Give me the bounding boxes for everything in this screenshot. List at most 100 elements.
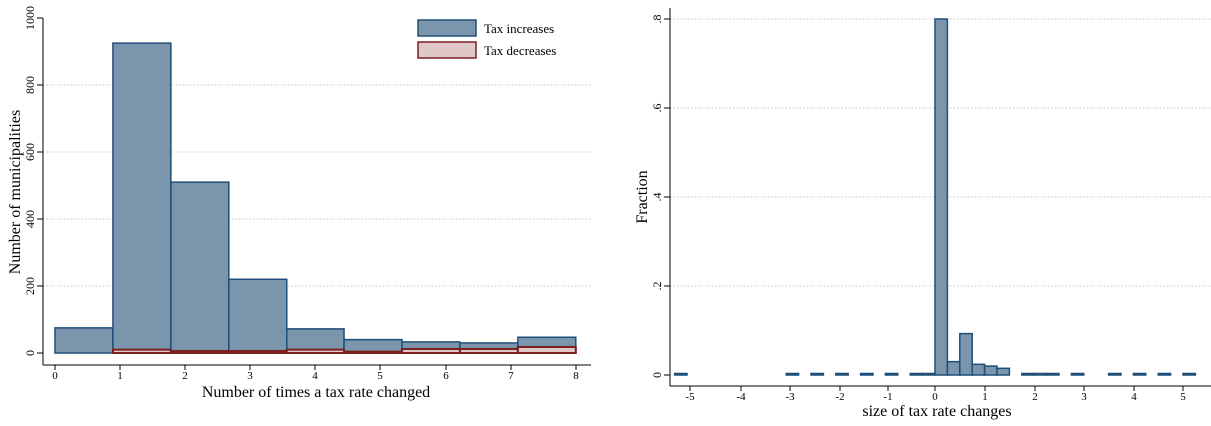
legend-label-tax-increases: Tax increases [484,21,554,36]
left-x-tick-label: 2 [182,370,188,382]
right-x-tick-label: -3 [785,391,795,403]
left-x-tick-label: 7 [508,370,514,382]
bar-tax-rate-change [1132,372,1147,376]
bar-tax-rate-change [810,372,825,376]
right-y-tick: .4 [650,193,670,202]
bar-tax-decreases [343,350,403,355]
left-y-tick-label: 1000 [23,6,37,30]
bar-tax-decreases [285,348,346,354]
right-y-tick: .6 [650,104,670,113]
bar-tax-rate-change [921,372,936,376]
bar-tax-rate-change [1070,372,1085,376]
legend-item-tax-decreases: Tax decreases [417,41,556,59]
right-x-tick: 5 [1180,386,1186,403]
bar-tax-rate-change [673,372,688,376]
right-y-axis-label: Fraction [634,170,651,223]
left-x-tick: 7 [508,365,514,382]
right-y-tick-label: .8 [650,15,664,24]
bar-tax-rate-change [909,372,924,376]
left-y-axis-label: Number of municipalities [7,110,24,274]
bar-tax-increases [54,327,114,354]
right-y-tick-label: .2 [650,282,664,291]
right-x-ticks: -5 -4 -3 -2 -1 0 1 2 3 4 5 [685,386,1186,403]
bar-tax-decreases [169,349,230,354]
right-y-tick-label: .4 [650,193,664,202]
left-x-tick-label: 0 [52,370,58,382]
legend-label-tax-decreases: Tax decreases [484,43,556,58]
bar-tax-rate-change [835,372,849,376]
left-x-axis-label: Number of times a tax rate changed [202,384,430,401]
bar-tax-rate-change [1182,372,1197,376]
bar-tax-decreases [516,345,577,355]
legend-item-tax-increases: Tax increases [417,19,554,37]
right-x-axis-label: size of tax rate changes [862,403,1011,420]
right-x-tick-label: 0 [932,391,938,403]
right-x-tick: 1 [982,386,988,403]
right-y-tick-label: 0 [650,372,664,378]
bar-tax-decreases [400,347,461,355]
right-x-tick: -1 [883,386,893,403]
bar-tax-rate-change [946,360,961,376]
left-y-tick: 0 [23,350,43,356]
right-x-tick-label: 5 [1180,391,1186,403]
right-y-tick-label: .6 [650,104,664,113]
left-y-tick: 1000 [23,6,43,30]
right-x-tick-label: -2 [835,391,844,403]
left-chart: 0 200 400 600 800 1000 [7,6,591,401]
right-x-tick: -3 [785,386,795,403]
right-x-tick: 2 [1032,386,1038,403]
left-y-tick-label: 600 [23,143,37,161]
left-y-tick-label: 400 [23,210,37,228]
left-x-tick-label: 3 [247,370,253,382]
left-x-tick: 1 [117,365,123,382]
bar-tax-rate-change [1021,372,1035,376]
left-y-tick: 800 [23,76,43,94]
left-x-tick: 0 [52,365,58,382]
left-x-tick-label: 5 [377,370,383,382]
bar-tax-rate-change [785,372,800,376]
left-y-tick-label: 200 [23,277,37,295]
bar-tax-rate-change [1033,372,1048,376]
right-x-tick-label: 1 [982,391,988,403]
bar-tax-decreases [111,348,172,354]
left-x-tick: 8 [573,365,579,382]
left-y-ticks: 0 200 400 600 800 1000 [23,6,43,356]
right-x-tick-label: 4 [1131,391,1137,403]
right-y-tick: .8 [650,15,670,24]
right-x-tick: 0 [932,386,938,403]
left-x-ticks: 0 1 2 3 4 5 6 7 8 [52,365,579,382]
left-y-tick: 600 [23,143,43,161]
left-x-tick-label: 6 [443,370,449,382]
bar-tax-rate-change [884,372,899,376]
bar-tax-rate-change [859,372,874,376]
bar-tax-increases [170,181,230,354]
right-x-tick: -4 [736,386,746,403]
bar-tax-rate-change [959,332,973,376]
right-x-tick: -5 [685,386,695,403]
left-x-tick: 5 [377,365,383,382]
bar-tax-increases [228,278,288,354]
right-x-tick: 4 [1131,386,1137,403]
bar-tax-rate-change [934,18,949,376]
left-x-tick-label: 8 [573,370,579,382]
bar-tax-decreases [227,349,288,354]
bar-tax-rate-change [983,365,998,376]
left-y-tick-label: 800 [23,76,37,94]
bar-tax-rate-change [1157,372,1172,376]
right-y-tick: .2 [650,282,670,291]
left-bars [54,42,577,355]
left-y-tick: 400 [23,210,43,228]
left-x-tick: 2 [182,365,188,382]
right-x-tick: 3 [1081,386,1087,403]
bar-tax-rate-change [1045,372,1060,376]
right-x-tick-label: 2 [1032,391,1038,403]
left-x-tick-label: 4 [312,370,318,382]
left-legend: Tax increases Tax decreases [417,19,556,59]
right-x-tick-label: -4 [736,391,746,403]
bar-tax-increases [112,42,172,354]
left-y-tick-label: 0 [23,350,37,356]
left-x-tick-label: 1 [117,370,123,382]
bar-tax-decreases [458,347,519,355]
right-x-tick-label: 3 [1081,391,1087,403]
bar-tax-rate-change [1107,372,1122,376]
